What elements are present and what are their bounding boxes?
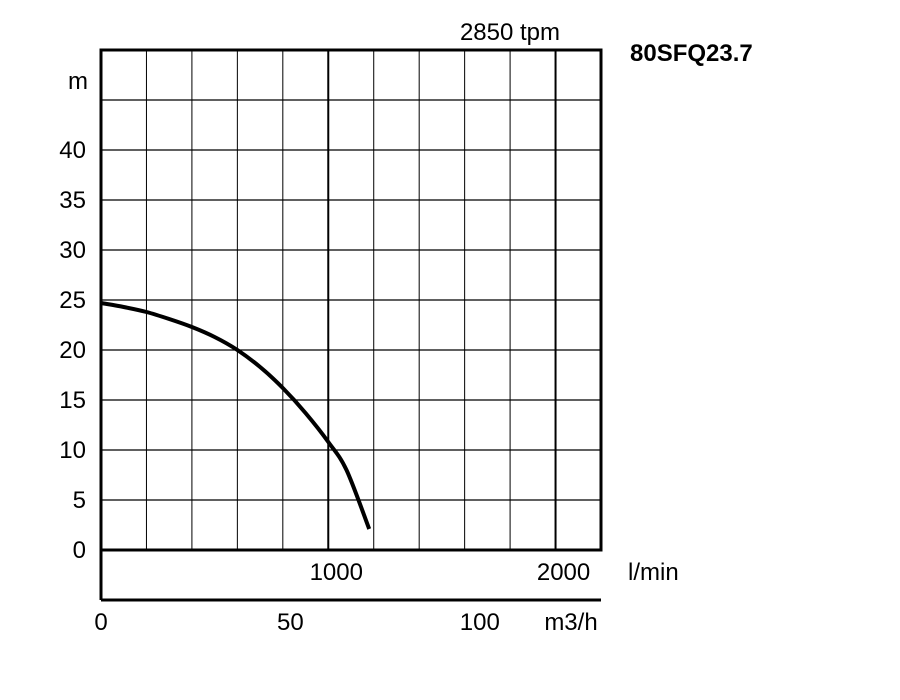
pump-curve-line-0 xyxy=(100,301,372,530)
y-tick-label: 0 xyxy=(73,537,86,564)
y-tick-label: 15 xyxy=(59,387,86,414)
y-tick-label: 20 xyxy=(59,337,86,364)
plot-border xyxy=(99,48,603,552)
x2-tick-label: 0 xyxy=(94,609,107,636)
x2-tick-label: 100 xyxy=(460,609,500,636)
chart-subtitle: 2850 tpm xyxy=(460,19,560,46)
y-tick-label: 30 xyxy=(59,237,86,264)
x-axis-label: l/min xyxy=(628,559,679,586)
y-tick-label: 25 xyxy=(59,287,86,314)
y-tick-label: 10 xyxy=(59,437,86,464)
tick-labels: 0 5 10 15 20 25 30 35 40 1000 2000 0 50 100 xyxy=(59,137,590,636)
x2-tick-label: 50 xyxy=(277,609,304,636)
plot-frame xyxy=(99,48,603,602)
chart-title: 80SFQ23.7 xyxy=(630,40,753,67)
x-tick-label: 1000 xyxy=(310,559,363,586)
series-layer xyxy=(100,301,372,530)
y-tick-label: 5 xyxy=(73,487,86,514)
x2-axis-label: m3/h xyxy=(544,609,597,636)
grid xyxy=(101,50,601,550)
y-tick-label: 35 xyxy=(59,187,86,214)
y-tick-label: 40 xyxy=(59,137,86,164)
y-axis-label: m xyxy=(68,68,88,95)
x-tick-label: 2000 xyxy=(537,559,590,586)
